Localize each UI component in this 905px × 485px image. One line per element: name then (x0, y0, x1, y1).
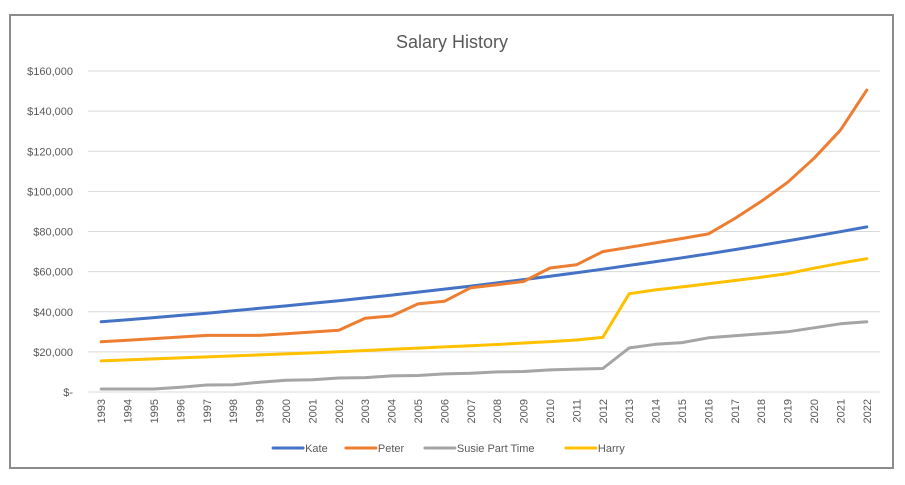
chart-title: Salary History (396, 32, 508, 52)
x-tick-label: 1993 (96, 399, 108, 423)
x-tick-label: 1998 (228, 399, 240, 423)
x-tick-label: 2002 (334, 399, 346, 423)
y-tick-label: $60,000 (33, 267, 73, 279)
x-tick-label: 1997 (202, 399, 214, 423)
y-tick-label: $100,000 (27, 186, 73, 198)
series-line-harry (99, 257, 869, 363)
x-tick-label: 2015 (677, 399, 689, 423)
series-line-peter (99, 88, 869, 344)
y-tick-label: $140,000 (27, 106, 73, 118)
x-tick-label: 2009 (519, 399, 531, 423)
legend-label: Peter (378, 443, 405, 455)
x-tick-label: 2017 (730, 399, 742, 423)
x-tick-label: 2021 (835, 399, 847, 423)
y-tick-label: $160,000 (27, 66, 73, 78)
x-tick-label: 2014 (651, 399, 663, 423)
x-tick-label: 2005 (413, 399, 425, 423)
x-tick-label: 2008 (492, 399, 504, 423)
y-tick-label: $- (63, 387, 73, 399)
legend: Kate Peter Susie Part Time Harry (271, 443, 625, 455)
x-tick-label: 2004 (387, 399, 399, 423)
x-tick-label: 2006 (439, 399, 451, 423)
x-tick-label: 2022 (862, 399, 874, 423)
grid-layer (88, 70, 880, 393)
x-tick-label: 2011 (571, 399, 583, 423)
x-tick-label: 2010 (545, 399, 557, 423)
x-tick-label: 1996 (175, 399, 187, 423)
x-tick-label: 2016 (703, 399, 715, 423)
series-line-susie-part-time (99, 320, 869, 391)
y-tick-label: $80,000 (33, 227, 73, 239)
x-tick-label: 1995 (149, 399, 161, 423)
legend-label: Susie Part Time (457, 443, 535, 455)
x-tick-label: 2019 (783, 399, 795, 423)
x-tick-label: 2001 (307, 399, 319, 423)
x-tick-label: 1999 (255, 399, 267, 423)
legend-label: Harry (598, 443, 625, 455)
x-tick-label: 2007 (466, 399, 478, 423)
x-axis-ticks: 1993 1994 1995 1996 1997 1998 1999 2000 2001 2002… (96, 399, 874, 423)
legend-label: Kate (305, 443, 328, 455)
chart-frame (9, 14, 894, 469)
x-tick-label: 2013 (624, 399, 636, 423)
y-tick-label: $120,000 (27, 146, 73, 158)
series-line-kate (99, 225, 869, 324)
x-tick-label: 1994 (123, 399, 135, 423)
y-tick-label: $40,000 (33, 307, 73, 319)
x-tick-label: 2018 (756, 399, 768, 423)
x-tick-label: 2012 (598, 399, 610, 423)
y-tick-label: $20,000 (33, 347, 73, 359)
x-tick-label: 2000 (281, 399, 293, 423)
y-axis-ticks: $- $20,000 $40,000 $60,000 $80,000 $100,000 $1… (27, 66, 73, 399)
series-layer (99, 88, 869, 391)
x-tick-label: 2003 (360, 399, 372, 423)
x-tick-label: 2020 (809, 399, 821, 423)
